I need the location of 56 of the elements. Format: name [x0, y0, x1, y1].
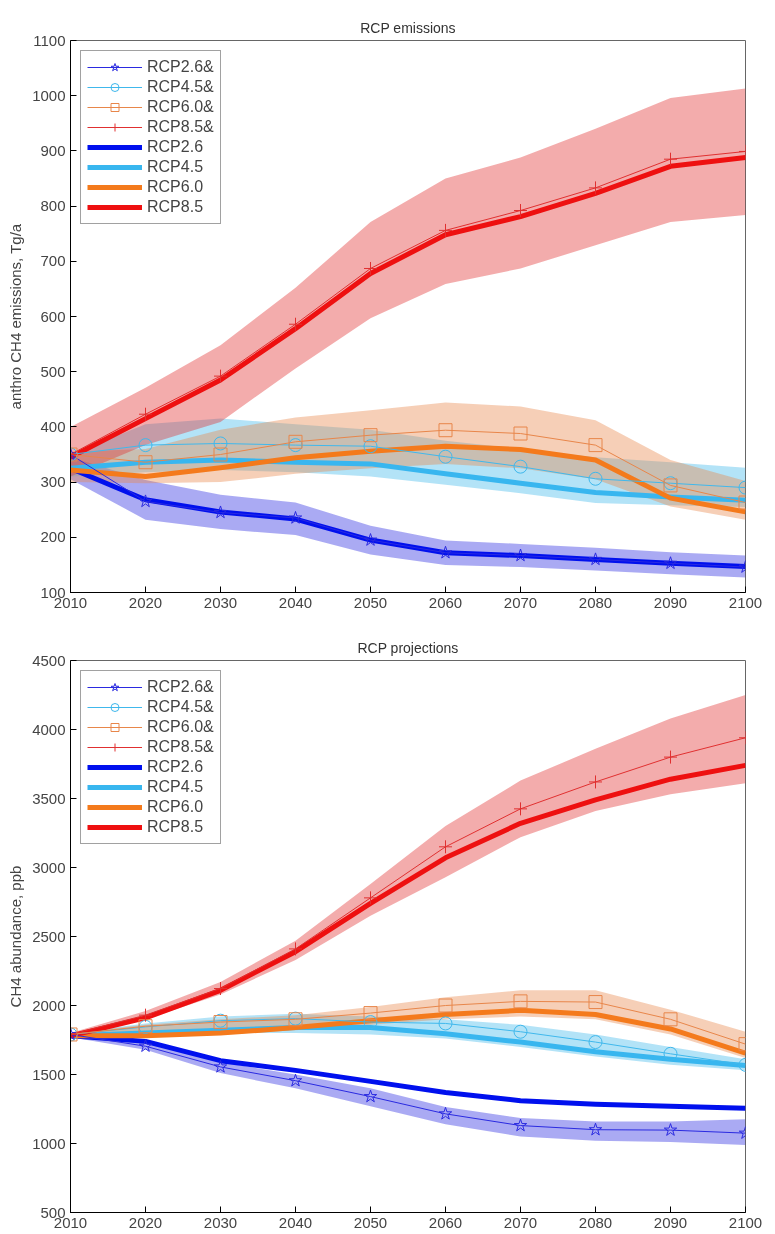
x-tick-label: 2020: [128, 1213, 163, 1231]
legend-label: RCP6.0&: [147, 97, 214, 117]
legend-label: RCP8.5&: [147, 737, 214, 757]
y-tick-label: 4500: [32, 651, 66, 669]
y-tick-label: 1000: [32, 86, 66, 104]
legend-label: RCP6.0: [147, 177, 204, 197]
legend-label: RCP8.5: [147, 197, 204, 217]
y-tick-label: 900: [40, 141, 66, 159]
x-tick-label: 2080: [578, 593, 613, 611]
y-tick-label: 1100: [33, 31, 66, 49]
y-tick-label: 1500: [32, 1065, 66, 1083]
y-axis-title: CH4 abundance, ppb: [7, 865, 25, 1008]
x-tick-label: 2030: [203, 1213, 238, 1231]
x-tick-label: 2050: [353, 1213, 388, 1231]
x-tick-label: 2070: [503, 1213, 538, 1231]
y-tick-label: 600: [40, 307, 66, 325]
x-tick-label: 2060: [428, 1213, 463, 1231]
x-tick-label: 2100: [728, 1213, 763, 1231]
y-tick-label: 700: [40, 252, 66, 270]
x-tick-label: 2090: [653, 1213, 688, 1231]
y-tick-label: 4000: [32, 720, 66, 738]
y-tick-label: 500: [40, 362, 66, 380]
legend-label: RCP6.0: [147, 797, 204, 817]
chart-title: RCP emissions: [360, 19, 456, 36]
y-tick-label: 2500: [32, 927, 66, 945]
x-tick-label: 2040: [278, 1213, 313, 1231]
legend-label: RCP8.5: [147, 817, 204, 837]
x-tick-label: 2030: [203, 593, 238, 611]
legend-label: RCP2.6&: [147, 677, 214, 697]
y-tick-label: 200: [40, 528, 66, 546]
legend-label: RCP8.5&: [147, 117, 214, 137]
y-tick-label: 400: [40, 417, 66, 435]
legend-label: RCP2.6: [147, 757, 204, 777]
legend-label: RCP2.6&: [147, 57, 214, 77]
x-tick-label: 2040: [278, 593, 313, 611]
y-tick-label: 2000: [32, 996, 66, 1014]
legend-label: RCP4.5: [147, 157, 204, 177]
x-tick-label: 2100: [728, 593, 763, 611]
x-tick-label: 2060: [428, 593, 463, 611]
x-tick-label: 2070: [503, 593, 538, 611]
y-axis-title: anthro CH4 emissions, Tg/a: [7, 223, 25, 410]
x-tick-label: 2050: [353, 593, 388, 611]
y-tick-label: 1000: [32, 1134, 66, 1152]
chart-title: RCP projections: [357, 639, 459, 656]
legend-label: RCP4.5&: [147, 697, 214, 717]
x-tick-label: 2090: [653, 593, 688, 611]
y-tick-label: 3500: [32, 789, 66, 807]
legend-label: RCP6.0&: [147, 717, 214, 737]
x-tick-label: 2080: [578, 1213, 613, 1231]
y-tick-label: 800: [40, 197, 66, 215]
legend-label: RCP4.5: [147, 777, 204, 797]
legend-label: RCP2.6: [147, 137, 204, 157]
x-tick-label: 2020: [128, 593, 163, 611]
y-tick-label: 300: [40, 473, 66, 491]
legend-label: RCP4.5&: [147, 77, 214, 97]
y-tick-label: 3000: [32, 858, 66, 876]
